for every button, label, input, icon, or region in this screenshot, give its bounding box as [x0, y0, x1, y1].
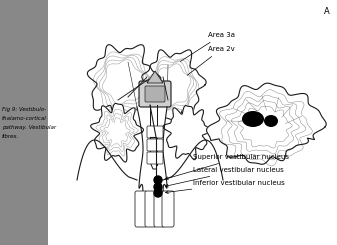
FancyBboxPatch shape — [145, 191, 156, 227]
FancyBboxPatch shape — [145, 86, 165, 102]
Circle shape — [154, 176, 162, 184]
FancyBboxPatch shape — [139, 81, 171, 107]
FancyBboxPatch shape — [154, 191, 165, 227]
FancyBboxPatch shape — [135, 191, 147, 227]
FancyBboxPatch shape — [147, 152, 163, 164]
FancyBboxPatch shape — [162, 191, 174, 227]
FancyBboxPatch shape — [147, 126, 163, 138]
Bar — [48, 0, 337, 245]
Ellipse shape — [242, 111, 264, 127]
Circle shape — [154, 189, 162, 197]
Ellipse shape — [264, 115, 278, 127]
Polygon shape — [142, 50, 206, 123]
Polygon shape — [91, 103, 144, 162]
Circle shape — [154, 183, 162, 191]
Text: Superior vestibular nucleus: Superior vestibular nucleus — [165, 154, 289, 180]
Text: Area 3a: Area 3a — [180, 32, 235, 61]
Text: Inferior vestibular nucleus: Inferior vestibular nucleus — [165, 180, 285, 194]
Polygon shape — [87, 45, 161, 122]
Polygon shape — [147, 71, 163, 83]
Text: pathway. Vestibular: pathway. Vestibular — [2, 125, 56, 131]
Polygon shape — [207, 83, 326, 164]
Text: thalamo-cortical: thalamo-cortical — [2, 117, 47, 122]
FancyBboxPatch shape — [147, 139, 163, 151]
Text: Lateral vestibular nucleus: Lateral vestibular nucleus — [165, 167, 284, 187]
Polygon shape — [137, 107, 167, 195]
Text: Area 2v: Area 2v — [187, 46, 235, 75]
Text: A: A — [324, 7, 330, 16]
Text: fibres.: fibres. — [2, 135, 19, 139]
Polygon shape — [163, 106, 211, 160]
Text: Fig 9: Vestibulo-: Fig 9: Vestibulo- — [2, 108, 46, 112]
